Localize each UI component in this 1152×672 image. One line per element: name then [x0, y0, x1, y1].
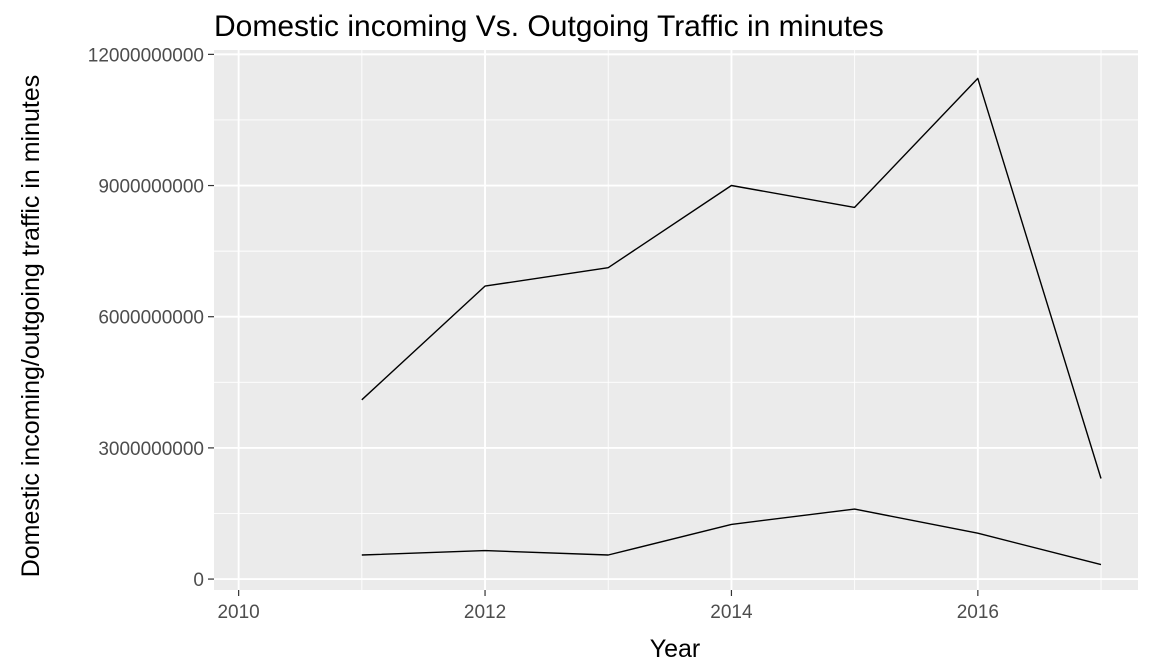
x-axis-title: Year: [650, 635, 701, 663]
y-tick-label: 3000000000: [98, 439, 204, 460]
x-tick-label: 2012: [464, 602, 506, 623]
y-tick-label: 6000000000: [98, 308, 204, 329]
y-tick-label: 9000000000: [98, 177, 204, 198]
y-tick-label: 12000000000: [88, 45, 204, 66]
major-gridlines: [214, 50, 1138, 590]
x-tick-label: 2014: [710, 602, 753, 623]
y-axis-title: Domestic incoming/outgoing traffic in mi…: [17, 75, 45, 578]
chart-title: Domestic incoming Vs. Outgoing Traffic i…: [214, 10, 884, 43]
y-axis: 0 3000000000 6000000000 9000000000 120000000…: [88, 45, 214, 591]
series-layer: [361, 77, 1102, 566]
x-tick-label: 2010: [217, 602, 259, 623]
x-axis: 2010 2012 2014 2016: [217, 590, 999, 623]
series-line-1: [361, 77, 1102, 479]
x-tick-label: 2016: [957, 602, 999, 623]
series-line-2: [361, 508, 1102, 566]
minor-gridlines: [214, 50, 1138, 590]
y-tick-label: 0: [193, 570, 204, 591]
plot-panel: [214, 50, 1138, 590]
